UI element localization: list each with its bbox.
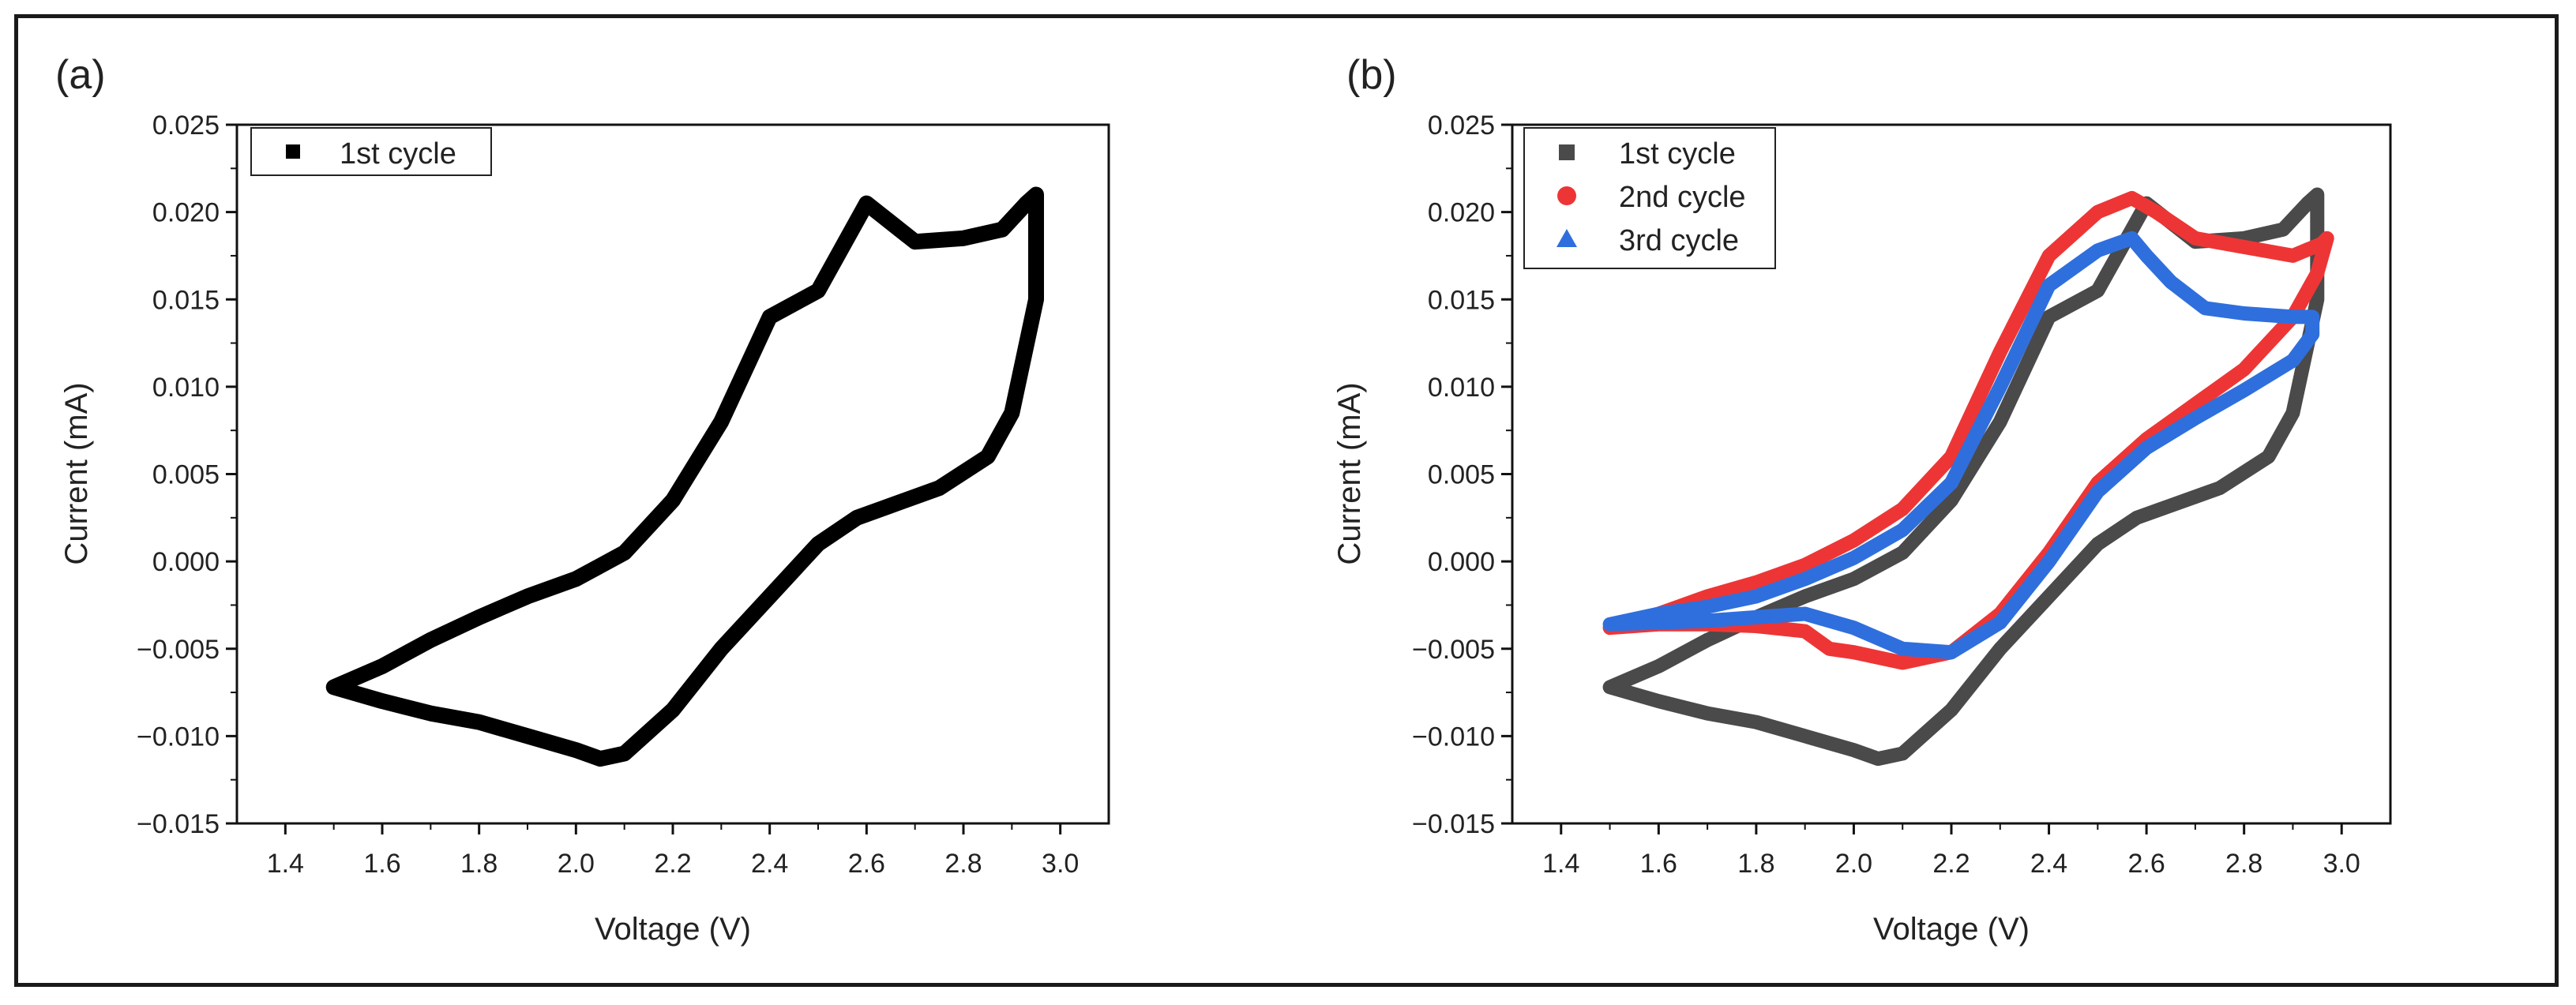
panel-a-series-1st-cycle	[325, 186, 1044, 767]
panel-a-y-tick-label: 0.015	[152, 285, 220, 315]
panel-a-x-tick-label: 2.4	[751, 849, 788, 879]
panel-a-x-tick-label: 1.6	[363, 849, 400, 879]
panel-a-x-tick-label: 3.0	[1042, 849, 1079, 879]
panel-b-legend-marker-2nd-cycle	[1557, 186, 1576, 205]
panel-a-y-tick-label: 0.000	[152, 547, 220, 577]
panel-a-x-tick-label: 2.6	[848, 849, 885, 879]
panel-b-series-2nd-cycle	[1602, 190, 2334, 670]
panel-a-x-tick-label: 2.8	[944, 849, 982, 879]
panel-b-x-tick-label: 2.6	[2127, 849, 2165, 879]
panel-a-y-ticks: 0.025 0.020 0.015 0.010 0.005 0.000 −0.005 −0.0…	[137, 111, 237, 839]
panel-a-x-tick-label: 2.0	[558, 849, 595, 879]
panel-b-label: (b)	[1346, 52, 1397, 98]
panel-b-legend-marker-1st-cycle	[1559, 144, 1575, 160]
panel-a-y-tick-label: −0.010	[137, 722, 220, 752]
panel-a-y-axis-label: Current (mA)	[59, 382, 94, 564]
panel-b-x-ticks: 1.4 1.6 1.8 2.0 2.2 2.4 2.6 2.8 3.0	[1542, 823, 2360, 879]
panel-a-y-tick-label: −0.005	[137, 635, 220, 665]
panel-a-y-tick-label: 0.005	[152, 460, 220, 490]
panel-a-chart: (a) 1.4 1.6 1.8 2.0 2.2 2.4 2.6 2.8 3.0 0.0250.0…	[55, 52, 1110, 947]
panel-b-series-3rd-cycle	[1602, 231, 2320, 660]
panel-b-x-tick-label: 2.4	[2030, 849, 2067, 879]
panel-b-legend-marker-3rd-cycle	[1556, 229, 1577, 247]
panel-a-legend-marker-1st-cycle	[286, 144, 300, 159]
panel-b-y-ticks: 0.025 0.020 0.015 0.010 0.005 0.000 −0.005 −0.0…	[1412, 111, 1512, 839]
panel-b-legend-label-2nd-cycle: 2nd cycle	[1619, 181, 1746, 214]
panel-a-x-ticks: 1.4 1.6 1.8 2.0 2.2 2.4 2.6 2.8 3.0	[267, 823, 1079, 879]
panel-a-x-tick-label: 1.4	[267, 849, 304, 879]
panel-b-series-1st-cycle	[1602, 187, 2325, 767]
panel-b-legend: 1st cycle 2nd cycle 3rd cycle	[1523, 127, 1776, 269]
panel-a-legend-label-1st-cycle: 1st cycle	[340, 137, 456, 171]
figure-frame	[14, 14, 2559, 987]
panel-b-y-tick-label: 0.010	[1428, 373, 1495, 403]
panel-b-x-tick-label: 2.0	[1835, 849, 1872, 879]
panel-b-x-tick-label: 2.8	[2225, 849, 2262, 879]
panel-a-series	[325, 186, 1044, 767]
panel-a-y-tick-label: −0.015	[137, 809, 220, 839]
panel-b-x-tick-label: 1.8	[1737, 849, 1774, 879]
panel-b-series	[1602, 187, 2334, 767]
panel-a-y-tick-label: 0.020	[152, 198, 220, 228]
panel-a-legend: 1st cycle	[250, 127, 492, 176]
panel-a-label: (a)	[55, 52, 106, 98]
panel-a-y-tick-label: 0.010	[152, 373, 220, 403]
panel-b-legend-label-3rd-cycle: 3rd cycle	[1619, 224, 1739, 257]
panel-a-x-tick-label: 2.2	[654, 849, 691, 879]
panel-b-x-axis-label: Voltage (V)	[1873, 912, 2030, 947]
panel-a-x-tick-label: 1.8	[460, 849, 498, 879]
panel-a-y-tick-label: 0.025	[152, 111, 220, 141]
panel-a-x-axis-label: Voltage (V)	[595, 912, 751, 947]
panel-b-y-tick-label: −0.010	[1412, 722, 1495, 752]
panel-b-y-tick-label: −0.015	[1412, 809, 1495, 839]
panel-b-legend-label-1st-cycle: 1st cycle	[1619, 137, 1736, 171]
panel-b-y-tick-label: 0.005	[1428, 460, 1495, 490]
panel-b-y-tick-label: 0.015	[1428, 285, 1495, 315]
panel-b-y-axis-label: Current (mA)	[1332, 382, 1367, 564]
panel-b-y-tick-label: 0.025	[1428, 111, 1495, 141]
panel-b-y-tick-label: 0.020	[1428, 198, 1495, 228]
panel-b-chart: (b) 1.4 1.6 1.8 2.0 2.2 2.4 2.6 2.8 3.0 0.0250.0…	[1332, 52, 2392, 947]
panel-b-y-tick-label: −0.005	[1412, 635, 1495, 665]
panel-b-x-tick-label: 3.0	[2323, 849, 2360, 879]
panel-b-x-tick-label: 1.6	[1640, 849, 1677, 879]
panel-b-y-tick-label: 0.000	[1428, 547, 1495, 577]
panel-b-x-tick-label: 1.4	[1542, 849, 1579, 879]
panel-b-x-tick-label: 2.2	[1932, 849, 1970, 879]
